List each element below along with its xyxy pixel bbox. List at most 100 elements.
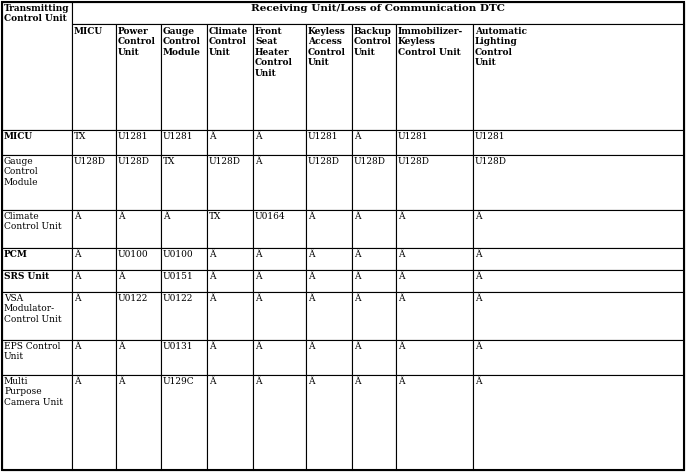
Bar	[473, 340, 684, 375]
Text: Â: Â	[308, 212, 314, 221]
Bar	[306, 130, 352, 155]
Text: Front
Seat
Heater
Control
Unit: Front Seat Heater Control Unit	[255, 27, 293, 77]
Bar	[306, 24, 352, 130]
Bar	[207, 130, 253, 155]
Text: Â: Â	[163, 212, 169, 221]
Text: U128D: U128D	[118, 157, 150, 166]
Bar	[2, 130, 72, 155]
Text: U0122: U0122	[163, 294, 193, 303]
Bar	[396, 248, 473, 270]
Bar	[396, 155, 473, 210]
Bar	[352, 375, 396, 470]
Bar	[116, 292, 161, 340]
Text: Â: Â	[354, 212, 361, 221]
Text: Â: Â	[475, 212, 482, 221]
Text: Â: Â	[308, 272, 314, 281]
Text: U0100: U0100	[163, 250, 193, 259]
Bar	[72, 210, 116, 248]
Text: Â: Â	[209, 377, 215, 386]
Text: Automatic
Lighting
Control
Unit: Automatic Lighting Control Unit	[475, 27, 527, 67]
Text: Â: Â	[354, 342, 361, 351]
Text: Â: Â	[74, 250, 80, 259]
Bar	[396, 210, 473, 248]
Bar	[116, 340, 161, 375]
Text: Multi
Purpose
Camera Unit: Multi Purpose Camera Unit	[4, 377, 63, 407]
Text: Climate
Control Unit: Climate Control Unit	[4, 212, 62, 231]
Bar	[306, 340, 352, 375]
Bar	[253, 155, 306, 210]
Bar	[253, 292, 306, 340]
Text: U0151: U0151	[163, 272, 193, 281]
Bar	[2, 270, 72, 292]
Bar	[2, 2, 72, 130]
Text: Â: Â	[354, 132, 361, 141]
Bar	[207, 292, 253, 340]
Bar	[352, 340, 396, 375]
Bar	[306, 375, 352, 470]
Text: Â: Â	[308, 342, 314, 351]
Text: VSA
Modulator-
Control Unit: VSA Modulator- Control Unit	[4, 294, 62, 324]
Text: Â: Â	[354, 294, 361, 303]
Bar	[72, 270, 116, 292]
Text: U128D: U128D	[398, 157, 430, 166]
Bar	[306, 248, 352, 270]
Text: Â: Â	[398, 212, 405, 221]
Text: U128D: U128D	[475, 157, 507, 166]
Text: MICU: MICU	[74, 27, 103, 36]
Bar	[253, 340, 306, 375]
Bar	[306, 292, 352, 340]
Bar	[116, 210, 161, 248]
Bar	[161, 375, 207, 470]
Bar	[396, 375, 473, 470]
Text: Â: Â	[398, 250, 405, 259]
Text: U129C: U129C	[163, 377, 195, 386]
Bar	[2, 248, 72, 270]
Text: U1281: U1281	[118, 132, 148, 141]
Bar	[473, 24, 684, 130]
Bar	[207, 248, 253, 270]
Bar	[396, 292, 473, 340]
Text: Â: Â	[255, 250, 261, 259]
Bar	[306, 210, 352, 248]
Text: SRS Unit: SRS Unit	[4, 272, 49, 281]
Text: TX: TX	[74, 132, 86, 141]
Bar	[161, 248, 207, 270]
Bar	[253, 130, 306, 155]
Text: Power
Control
Unit: Power Control Unit	[118, 27, 156, 57]
Text: Â: Â	[308, 250, 314, 259]
Bar	[352, 130, 396, 155]
Bar	[207, 340, 253, 375]
Text: U0164: U0164	[255, 212, 285, 221]
Bar	[352, 24, 396, 130]
Bar	[2, 340, 72, 375]
Text: Â: Â	[74, 272, 80, 281]
Bar	[2, 155, 72, 210]
Text: Â: Â	[398, 377, 405, 386]
Bar	[116, 375, 161, 470]
Bar	[473, 292, 684, 340]
Bar	[116, 248, 161, 270]
Bar	[352, 210, 396, 248]
Text: Â: Â	[398, 342, 405, 351]
Text: Backup
Control
Unit: Backup Control Unit	[354, 27, 392, 57]
Text: U128D: U128D	[209, 157, 241, 166]
Bar	[473, 210, 684, 248]
Bar	[396, 340, 473, 375]
Text: Immobilizer-
Keyless
Control Unit: Immobilizer- Keyless Control Unit	[398, 27, 463, 57]
Text: Â: Â	[475, 342, 482, 351]
Text: EPS Control
Unit: EPS Control Unit	[4, 342, 60, 362]
Bar	[207, 210, 253, 248]
Text: Â: Â	[74, 294, 80, 303]
Bar	[72, 248, 116, 270]
Text: Â: Â	[118, 342, 124, 351]
Text: TX: TX	[209, 212, 222, 221]
Bar	[352, 248, 396, 270]
Text: Â: Â	[475, 250, 482, 259]
Bar	[72, 292, 116, 340]
Bar	[72, 155, 116, 210]
Bar	[161, 270, 207, 292]
Text: U1281: U1281	[163, 132, 193, 141]
Bar	[207, 24, 253, 130]
Text: Â: Â	[354, 250, 361, 259]
Text: Â: Â	[118, 272, 124, 281]
